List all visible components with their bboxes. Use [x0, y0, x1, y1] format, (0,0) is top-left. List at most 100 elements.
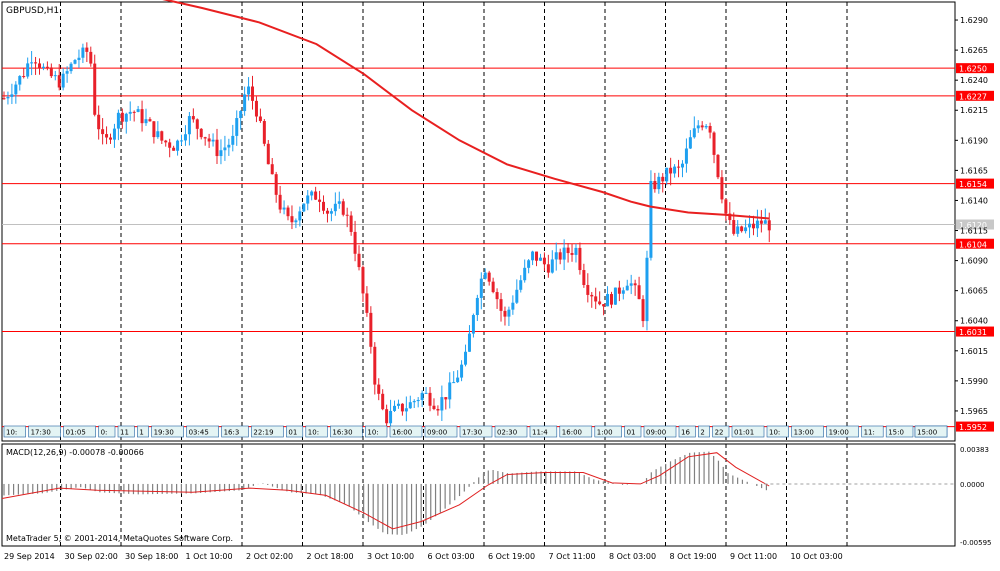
candle-body — [708, 125, 712, 133]
candle-body — [448, 382, 452, 400]
time-box[interactable] — [251, 425, 284, 438]
x-tick-label: 7 Oct 11:00 — [549, 552, 596, 561]
time-box-label: 01:05 — [66, 429, 86, 437]
candle-body — [538, 257, 542, 261]
candle-body — [527, 260, 531, 268]
time-box[interactable] — [330, 425, 363, 438]
time-box[interactable] — [885, 425, 914, 438]
candle-body — [89, 51, 93, 64]
time-box-label: 16:30 — [332, 429, 352, 437]
time-box-label: 17:30 — [462, 429, 482, 437]
candle-body — [38, 63, 42, 69]
candle-body — [97, 114, 101, 130]
candle-body — [53, 75, 57, 77]
time-box[interactable] — [186, 425, 219, 438]
candle-body — [535, 251, 539, 261]
candle-body — [609, 294, 613, 305]
candle-body — [751, 223, 755, 229]
time-box[interactable] — [151, 425, 184, 438]
time-box[interactable] — [137, 425, 149, 438]
time-box[interactable] — [559, 425, 593, 438]
candle-body — [365, 293, 369, 313]
candle-body — [602, 304, 606, 307]
candle-body — [353, 231, 357, 254]
time-box-label: 16:3 — [224, 429, 240, 437]
time-box[interactable] — [698, 425, 710, 438]
candle-body — [578, 247, 582, 271]
y-tick-label: 1.6265 — [960, 46, 988, 55]
time-box[interactable] — [731, 425, 765, 438]
candle-body — [550, 259, 554, 273]
candle-body — [172, 147, 176, 151]
candle-body — [318, 199, 322, 202]
candle-body — [298, 211, 302, 221]
candle-body — [617, 287, 621, 294]
time-box[interactable] — [712, 425, 730, 438]
time-box[interactable] — [766, 425, 789, 438]
time-box[interactable] — [424, 425, 458, 438]
time-box[interactable] — [459, 425, 493, 438]
candle-body — [641, 299, 645, 322]
level-label: 1.5952 — [959, 423, 987, 432]
time-box[interactable] — [305, 425, 328, 438]
candle-body — [325, 210, 329, 214]
candle-body — [416, 399, 420, 402]
candle-body — [164, 140, 168, 143]
candle-body — [385, 409, 389, 424]
candle-body — [101, 129, 105, 135]
moving-average-series — [162, 0, 770, 220]
x-tick-label: 9 Oct 11:00 — [730, 552, 777, 561]
time-box[interactable] — [117, 425, 135, 438]
candle-body — [716, 154, 720, 178]
time-box[interactable] — [678, 425, 696, 438]
candle-body — [637, 285, 641, 300]
time-box[interactable] — [791, 425, 824, 438]
time-box[interactable] — [594, 425, 622, 438]
candle-body — [444, 397, 448, 400]
y-tick-label: 1.6090 — [960, 257, 988, 266]
candle-body — [720, 177, 724, 200]
candle-body — [491, 281, 495, 293]
y-tick-label: 1.6065 — [960, 287, 988, 296]
candle-body — [203, 137, 207, 139]
time-box[interactable] — [529, 425, 558, 438]
time-box[interactable] — [861, 425, 884, 438]
time-box[interactable] — [494, 425, 528, 438]
time-box-label: 03:45 — [189, 429, 209, 437]
time-box[interactable] — [63, 425, 96, 438]
time-box[interactable] — [221, 425, 249, 438]
candle-body — [258, 116, 262, 122]
candle-body — [724, 199, 728, 214]
time-box[interactable] — [3, 425, 26, 438]
time-box-label: 10: — [6, 429, 17, 437]
time-box[interactable] — [624, 425, 642, 438]
candle-body — [73, 60, 77, 64]
candle-body — [428, 392, 432, 406]
candle-body — [10, 94, 14, 97]
candle-body — [243, 94, 247, 112]
time-box[interactable] — [98, 425, 116, 438]
candle-body — [712, 132, 716, 155]
candle-body — [464, 351, 468, 365]
candle-body — [105, 134, 109, 138]
candle-body — [128, 111, 132, 114]
candle-body — [270, 164, 274, 175]
candle-body — [180, 140, 184, 142]
candle-body — [18, 76, 22, 85]
candle-body — [420, 392, 424, 400]
time-box[interactable] — [286, 425, 304, 438]
time-box[interactable] — [28, 425, 61, 438]
time-box-label: 16 — [681, 429, 690, 437]
time-box[interactable] — [914, 425, 948, 438]
candle-body — [677, 166, 681, 168]
time-box-label: 0: — [101, 429, 108, 437]
y-tick-label: 1.6190 — [960, 136, 988, 145]
time-box-label: 19:00 — [829, 429, 849, 437]
time-box[interactable] — [643, 425, 677, 438]
time-box[interactable] — [826, 425, 859, 438]
time-box[interactable] — [389, 425, 423, 438]
time-box[interactable] — [365, 425, 388, 438]
candle-body — [144, 119, 148, 124]
